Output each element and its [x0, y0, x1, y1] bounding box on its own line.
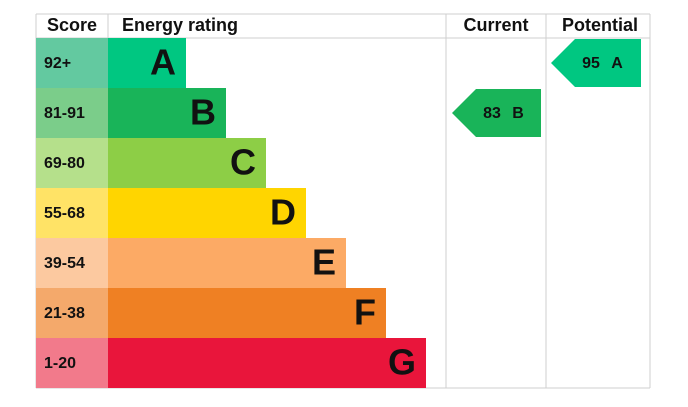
rating-bar	[108, 188, 306, 238]
score-cell	[36, 288, 108, 338]
header-potential: Potential	[562, 15, 638, 35]
rating-bar	[108, 138, 266, 188]
score-range: 55-68	[44, 205, 85, 222]
score-cell	[36, 188, 108, 238]
rating-bar	[108, 238, 346, 288]
rating-bar	[108, 288, 386, 338]
score-range: 92+	[44, 55, 71, 72]
score-range: 69-80	[44, 155, 85, 172]
score-range: 81-91	[44, 105, 85, 122]
rating-bar	[108, 338, 426, 388]
score-cell	[36, 138, 108, 188]
score-range: 21-38	[44, 305, 85, 322]
rating-letter: D	[270, 192, 296, 233]
rating-letter: B	[190, 92, 216, 133]
rating-letter: G	[388, 342, 416, 383]
rating-letter: E	[312, 242, 336, 283]
score-cell	[36, 338, 108, 388]
current-score: 83	[483, 105, 501, 122]
current-letter: B	[512, 105, 524, 122]
rating-letter: F	[354, 292, 376, 333]
rating-letter: C	[230, 142, 256, 183]
score-cell	[36, 88, 108, 138]
header-current: Current	[463, 15, 528, 35]
score-range: 1-20	[44, 355, 76, 372]
score-cell	[36, 38, 108, 88]
score-cell	[36, 238, 108, 288]
header-score: Score	[47, 15, 97, 35]
current-arrow	[452, 89, 541, 137]
potential-arrow	[551, 39, 641, 87]
rating-bar	[108, 88, 226, 138]
score-range: 39-54	[44, 255, 85, 272]
rating-bar	[108, 38, 186, 88]
potential-score: 95	[582, 55, 600, 72]
potential-letter: A	[611, 55, 623, 72]
header-rating: Energy rating	[122, 15, 238, 35]
rating-letter: A	[150, 42, 176, 83]
